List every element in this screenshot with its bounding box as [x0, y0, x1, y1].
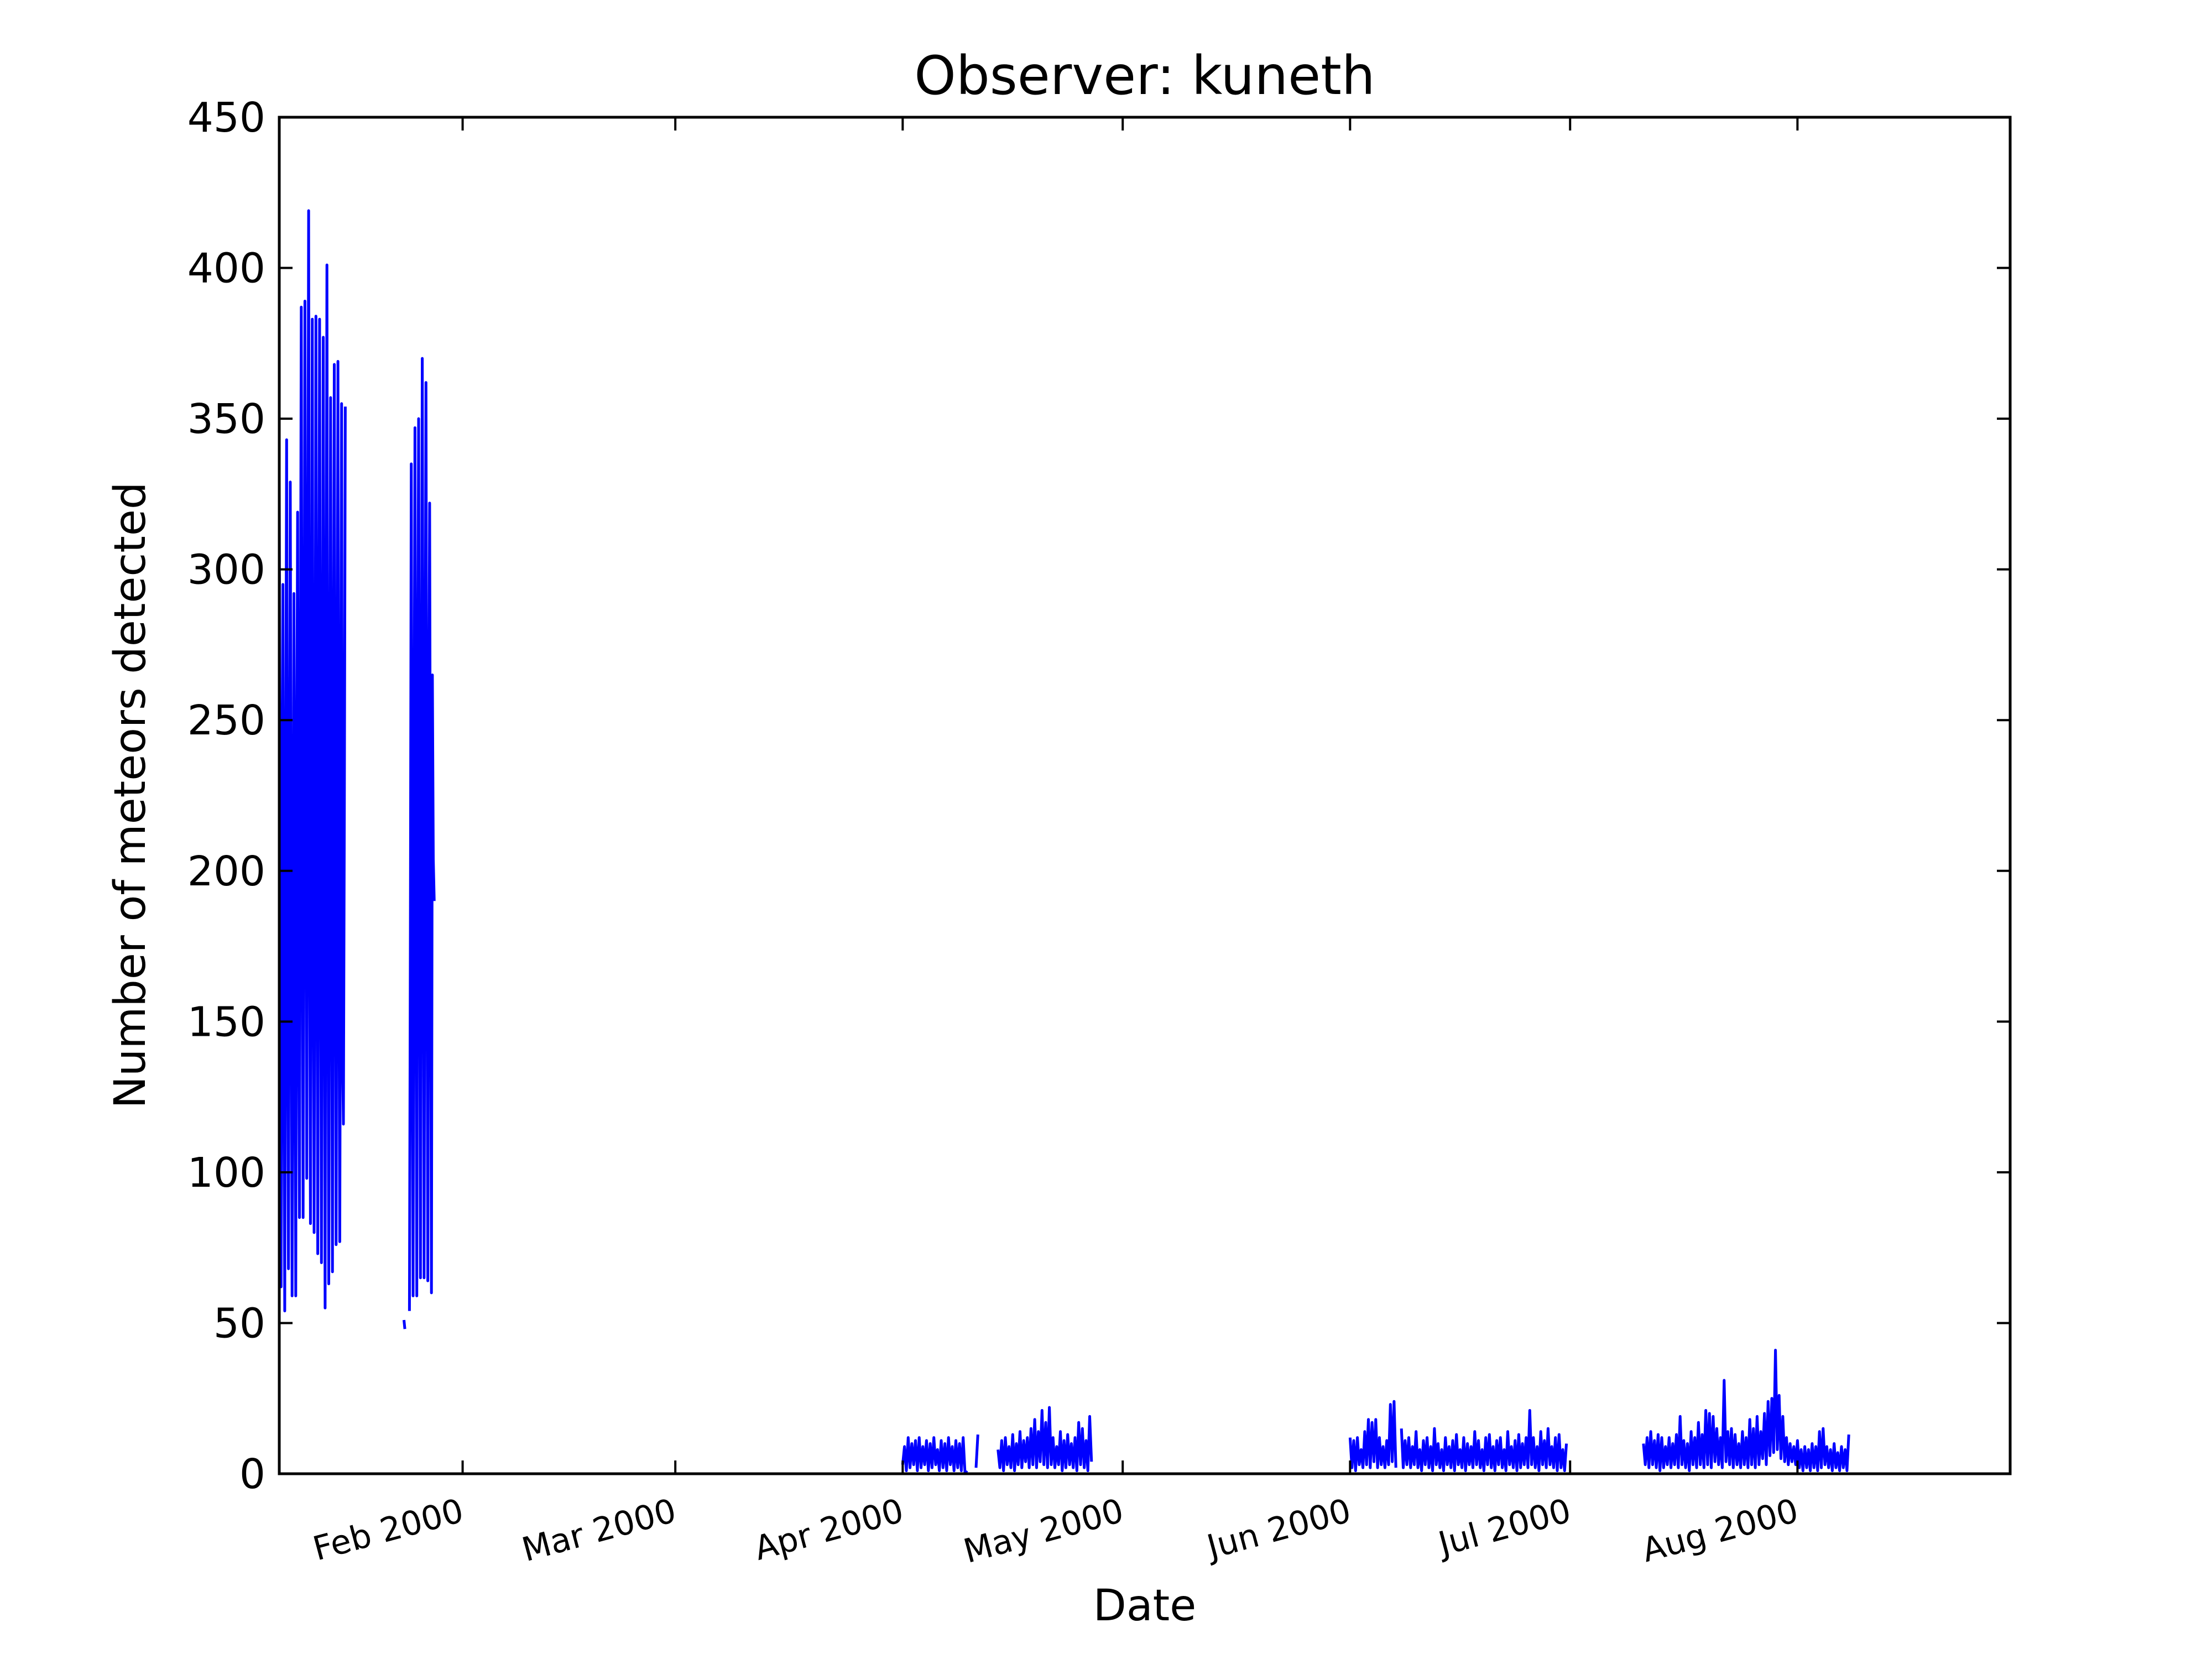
chart-title: Observer: kuneth	[914, 45, 1375, 107]
y-tick-label: 300	[187, 546, 265, 594]
y-axis-label: Number of meteors detected	[106, 482, 155, 1109]
series-0-segment-5	[997, 1406, 1093, 1472]
y-tick-label: 450	[187, 94, 265, 142]
y-tick-label: 250	[187, 697, 265, 744]
series-0-segment-2	[403, 1319, 406, 1329]
series-0-segment-4	[974, 1434, 979, 1468]
y-tick-label: 350	[187, 395, 265, 443]
series-0-segment-8	[1642, 1349, 1850, 1472]
y-tick-label: 200	[187, 848, 265, 895]
plot-data	[278, 209, 1850, 1475]
y-tick-label: 50	[213, 1300, 265, 1347]
plot-frame	[278, 116, 2012, 1475]
series-0-segment-0	[278, 209, 347, 1313]
y-tick-label: 100	[187, 1149, 265, 1197]
series-0-segment-7	[1400, 1409, 1568, 1472]
series-0-segment-6	[1348, 1400, 1397, 1472]
y-axis: 0 50 100 150 200 250 300 350 400 450	[187, 94, 2010, 1498]
y-tick-label: 150	[187, 998, 265, 1046]
series-0-segment-3	[901, 1436, 968, 1475]
x-axis-label: Date	[1093, 1581, 1196, 1631]
y-tick-label: 0	[239, 1451, 265, 1498]
series-0-segment-1	[408, 357, 436, 1311]
y-tick-label: 400	[187, 245, 265, 293]
